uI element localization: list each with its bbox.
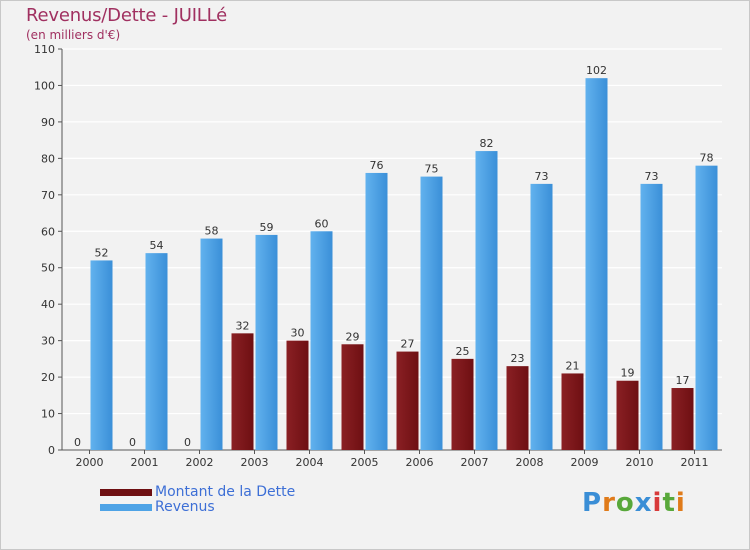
bar-dette [506, 366, 529, 450]
data-label: 21 [566, 359, 580, 372]
data-label: 59 [260, 221, 274, 234]
bar-revenus [310, 231, 333, 450]
x-tick-label: 2004 [296, 456, 324, 469]
bar-dette [616, 380, 639, 450]
data-label: 0 [184, 436, 191, 449]
data-label: 73 [535, 170, 549, 183]
data-label: 75 [425, 163, 439, 176]
bar-dette [671, 388, 694, 450]
data-label: 29 [346, 330, 360, 343]
x-tick-label: 2010 [626, 456, 654, 469]
y-tick-label: 30 [41, 335, 55, 348]
y-tick-label: 110 [34, 43, 55, 56]
x-tick-label: 2008 [516, 456, 544, 469]
x-tick-label: 2006 [406, 456, 434, 469]
data-label: 78 [700, 152, 714, 165]
y-tick-label: 80 [41, 152, 55, 165]
data-label: 52 [95, 246, 109, 259]
y-tick-label: 50 [41, 262, 55, 275]
legend-label-revenus: Revenus [155, 499, 215, 515]
y-tick-label: 20 [41, 371, 55, 384]
chart-subtitle: (en milliers d'€) [26, 28, 121, 42]
x-tick-label: 2009 [571, 456, 599, 469]
data-label: 27 [401, 338, 415, 351]
bar-revenus [90, 260, 113, 450]
data-label: 0 [129, 436, 136, 449]
data-label: 23 [511, 352, 525, 365]
data-label: 32 [236, 319, 250, 332]
x-tick-label: 2000 [76, 456, 104, 469]
x-tick-label: 2005 [351, 456, 379, 469]
chart-title: Revenus/Dette - JUILLé [26, 5, 228, 26]
bar-revenus [475, 151, 498, 450]
bar-revenus [200, 238, 223, 450]
legend-label-dette: Montant de la Dette [155, 484, 296, 500]
x-tick-label: 2007 [461, 456, 489, 469]
bar-revenus [695, 165, 718, 450]
x-tick-label: 2011 [681, 456, 709, 469]
data-label: 54 [150, 239, 164, 252]
data-label: 102 [586, 64, 607, 77]
data-label: 58 [205, 225, 219, 238]
data-label: 25 [456, 345, 470, 358]
bar-dette [286, 340, 309, 450]
data-label: 30 [291, 327, 305, 340]
bar-revenus [640, 183, 663, 450]
data-label: 60 [315, 217, 329, 230]
bar-dette [451, 358, 474, 450]
bar-dette [341, 344, 364, 450]
bar-revenus [145, 253, 168, 450]
bar-revenus [255, 234, 278, 450]
y-tick-label: 40 [41, 298, 55, 311]
bar-revenus [365, 172, 388, 451]
y-tick-label: 90 [41, 116, 55, 129]
bar-revenus [585, 78, 608, 450]
y-tick-label: 70 [41, 189, 55, 202]
data-label: 73 [645, 170, 659, 183]
data-label: 76 [370, 159, 384, 172]
data-label: 82 [480, 137, 494, 150]
x-tick-label: 2001 [131, 456, 159, 469]
y-tick-label: 100 [34, 79, 55, 92]
bar-dette [561, 373, 584, 450]
proxiti-logo: Proxiti [582, 488, 686, 518]
data-label: 0 [74, 436, 81, 449]
y-tick-label: 10 [41, 408, 55, 421]
bar-dette [396, 351, 419, 450]
y-tick-label: 60 [41, 225, 55, 238]
x-tick-label: 2003 [241, 456, 269, 469]
data-label: 19 [621, 367, 635, 380]
legend-swatch-dette [100, 489, 152, 496]
legend-swatch-revenus [100, 504, 152, 511]
x-tick-label: 2002 [186, 456, 214, 469]
y-tick-label: 0 [48, 444, 55, 457]
plot-area [62, 49, 722, 450]
bar-revenus [530, 183, 553, 450]
bar-revenus [420, 176, 443, 450]
bar-dette [231, 333, 254, 450]
data-label: 17 [676, 374, 690, 387]
